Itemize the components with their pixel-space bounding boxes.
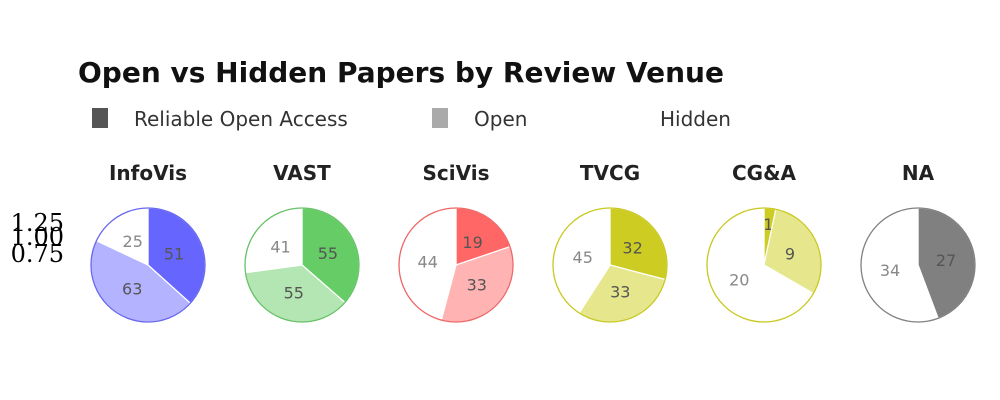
legend-swatch-hidden <box>620 108 636 128</box>
chart-title: Open vs Hidden Papers by Review Venue <box>78 56 724 89</box>
venue-pies: InfoVis 51 63 25 VAST 55 55 41 SciVis 19 33 44 TVCG 3… <box>90 161 976 323</box>
pie-outline <box>398 207 514 323</box>
slice-value-label: 63 <box>122 280 142 299</box>
slice-value-label: 44 <box>418 252 438 271</box>
slice-value-label: 51 <box>164 244 184 263</box>
legend-label-hidden: Hidden <box>660 107 731 131</box>
slice-value-label: 19 <box>462 233 482 252</box>
legend-swatch-open <box>432 108 448 128</box>
slice-value-label: 20 <box>729 270 749 289</box>
legend: Reliable Open Access Open Hidden <box>92 107 731 131</box>
venue-label: TVCG <box>580 161 640 185</box>
legend-label-reliable-open-access: Reliable Open Access <box>134 107 348 131</box>
pie-cg-a: CG&A 19 20 <box>706 161 822 323</box>
slice-value-label: 55 <box>318 244 338 263</box>
pie-scivis: SciVis 19 33 44 <box>398 161 514 323</box>
slice-value-label: 33 <box>467 276 487 295</box>
pie-outline <box>552 207 668 323</box>
slice-value-label: 27 <box>936 251 956 270</box>
slice-value-label: 25 <box>123 232 143 251</box>
slice-value-label: 9 <box>785 244 795 263</box>
pie-outline <box>90 207 206 323</box>
venue-label: CG&A <box>732 161 797 185</box>
venue-label: VAST <box>273 161 331 185</box>
venue-label: NA <box>902 161 935 185</box>
axis-tick-label: 1.00 <box>11 223 64 251</box>
slice-value-label: 34 <box>880 261 900 280</box>
slice-value-label: 45 <box>573 248 593 267</box>
pie-outline <box>860 207 976 323</box>
axis-tick-label: 0.75 <box>11 240 64 268</box>
venue-label: SciVis <box>422 161 489 185</box>
axis-tick-label: 1.25 <box>11 209 64 237</box>
slice-value-label: 33 <box>610 283 630 302</box>
slice-value-label: 41 <box>270 237 290 256</box>
slice-value-label: 32 <box>622 239 642 258</box>
pie-infovis: InfoVis 51 63 25 <box>90 161 206 323</box>
pie-na: NA 27 34 <box>860 161 976 323</box>
legend-label-open: Open <box>474 107 527 131</box>
slice-value-label: 55 <box>284 283 304 302</box>
pie-tvcg: TVCG 32 33 45 <box>552 161 668 323</box>
venue-label: InfoVis <box>109 161 187 185</box>
slice-value-label: 1 <box>763 215 773 234</box>
legend-swatch-reliable-open-access <box>92 108 108 128</box>
axis-ticks: 1.25 1.00 0.75 <box>11 209 64 268</box>
pie-outline <box>706 207 822 323</box>
pie-outline <box>244 207 360 323</box>
pie-vast: VAST 55 55 41 <box>244 161 360 323</box>
